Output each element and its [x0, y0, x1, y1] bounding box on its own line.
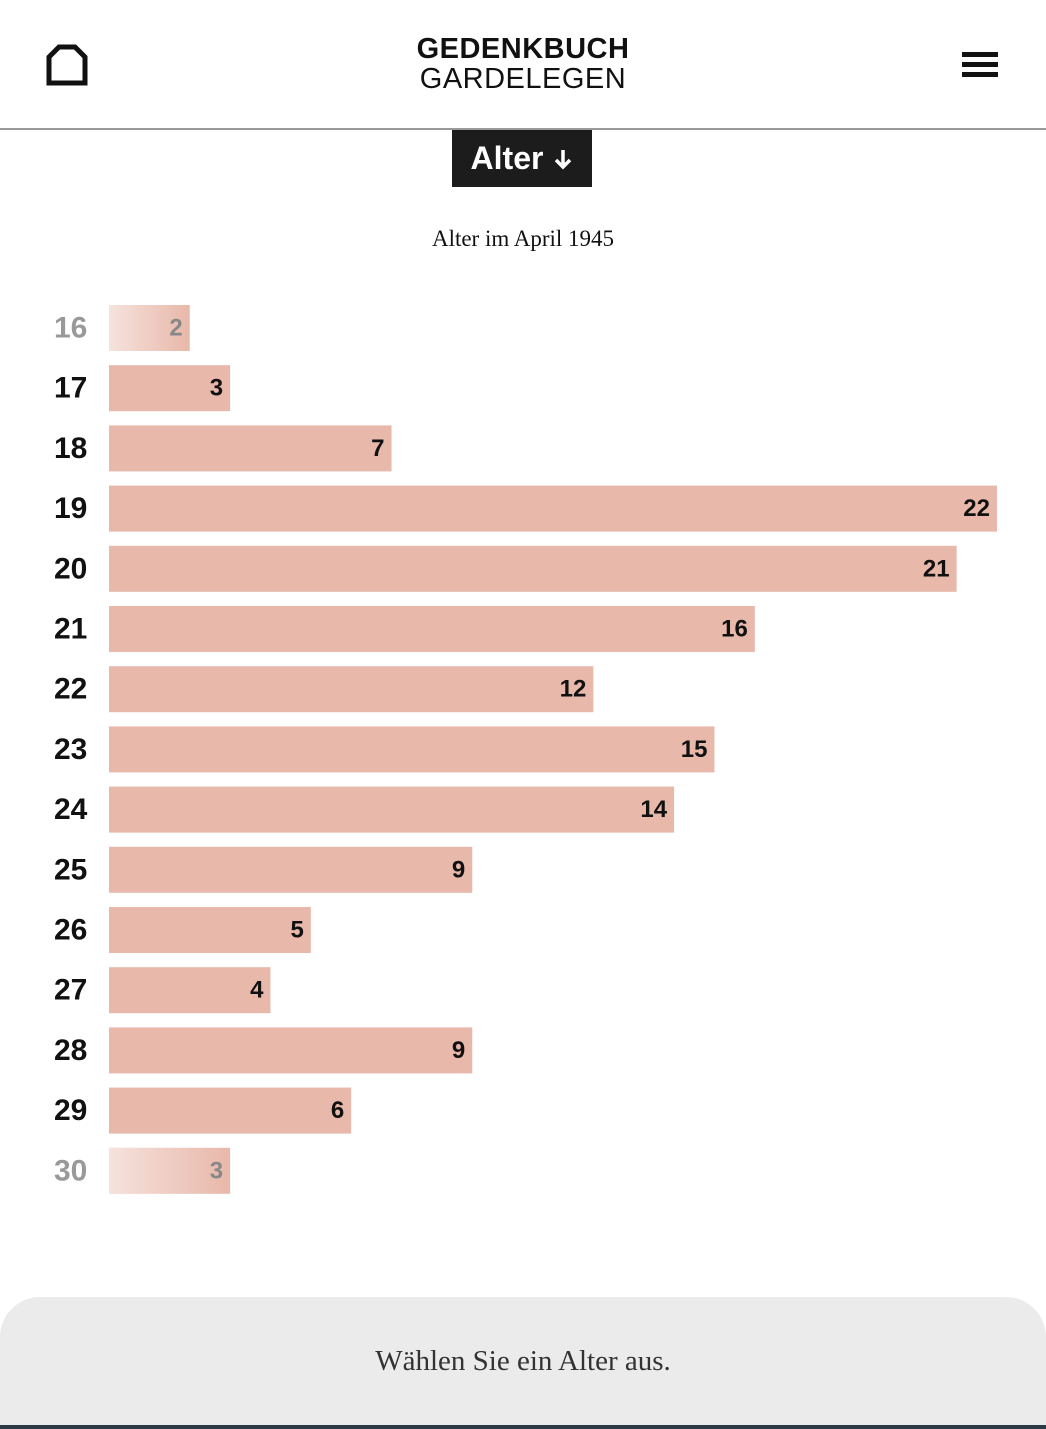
- arrow-icon: [555, 149, 572, 169]
- value-label: 2: [169, 315, 182, 342]
- bar[interactable]: [109, 726, 715, 773]
- menu-icon[interactable]: [962, 50, 998, 80]
- value-label: 21: [923, 555, 950, 582]
- brand-line: GARDELEGEN: [419, 63, 627, 95]
- chart: 16 2 17 3 18 7 19 22 20 21 21 16 22 12 23 15 24 14 25 9 26 5 2…: [54, 305, 997, 1194]
- category-label: 25: [54, 853, 87, 886]
- category-label: 19: [54, 492, 87, 525]
- bar[interactable]: [109, 907, 311, 953]
- category-label: 16: [54, 312, 87, 345]
- bar[interactable]: [109, 365, 231, 412]
- brand[interactable]: GEDENKBUCH GARDELEGEN: [0, 34, 1046, 94]
- value-label: 9: [452, 856, 465, 883]
- value-label: 15: [681, 736, 708, 763]
- category-label: 23: [54, 733, 87, 766]
- value-label: 9: [452, 1037, 465, 1064]
- category-label: 18: [54, 432, 87, 465]
- category-label: 24: [54, 793, 88, 826]
- bar[interactable]: [109, 545, 957, 592]
- footer-prompt: Wählen Sie ein Alter aus.: [375, 1345, 671, 1377]
- home-icon[interactable]: [45, 43, 89, 87]
- category-label: 22: [54, 673, 87, 706]
- sort-button[interactable]: Alter: [452, 130, 592, 187]
- bar[interactable]: [109, 1087, 352, 1134]
- value-label: 12: [560, 676, 587, 703]
- bar[interactable]: [109, 1027, 473, 1074]
- category-label: 29: [54, 1094, 87, 1127]
- value-label: 7: [371, 435, 384, 462]
- value-label: 16: [721, 616, 748, 643]
- bar-fade: [109, 305, 190, 351]
- brand-line: GEDENKBUCH: [416, 33, 630, 65]
- footer-panel: Wählen Sie ein Alter aus.: [0, 1297, 1046, 1429]
- value-label: 14: [640, 796, 667, 823]
- bar[interactable]: [109, 425, 392, 472]
- sort-label: Alter: [470, 140, 544, 176]
- category-label: 17: [54, 372, 87, 405]
- value-label: 6: [331, 1097, 344, 1124]
- category-label: 28: [54, 1034, 87, 1067]
- category-label: 30: [54, 1154, 87, 1187]
- value-label: 3: [210, 1157, 223, 1184]
- value-label: 4: [250, 977, 264, 1004]
- value-label: 5: [290, 917, 303, 944]
- site-header: GEDENKBUCH GARDELEGEN: [0, 0, 1046, 130]
- category-label: 26: [54, 914, 87, 947]
- chart-subtitle: Alter im April 1945: [431, 226, 615, 251]
- value-label: 22: [963, 495, 990, 522]
- bar[interactable]: [109, 967, 271, 1014]
- bar[interactable]: [109, 485, 997, 532]
- value-label: 3: [210, 375, 223, 402]
- bar[interactable]: [109, 846, 473, 893]
- bar[interactable]: [109, 786, 675, 833]
- bar[interactable]: [109, 666, 594, 713]
- category-label: 20: [54, 552, 87, 585]
- bar-fade: [109, 1147, 231, 1194]
- bar[interactable]: [109, 606, 755, 652]
- category-label: 27: [54, 974, 87, 1007]
- category-label: 21: [54, 613, 87, 646]
